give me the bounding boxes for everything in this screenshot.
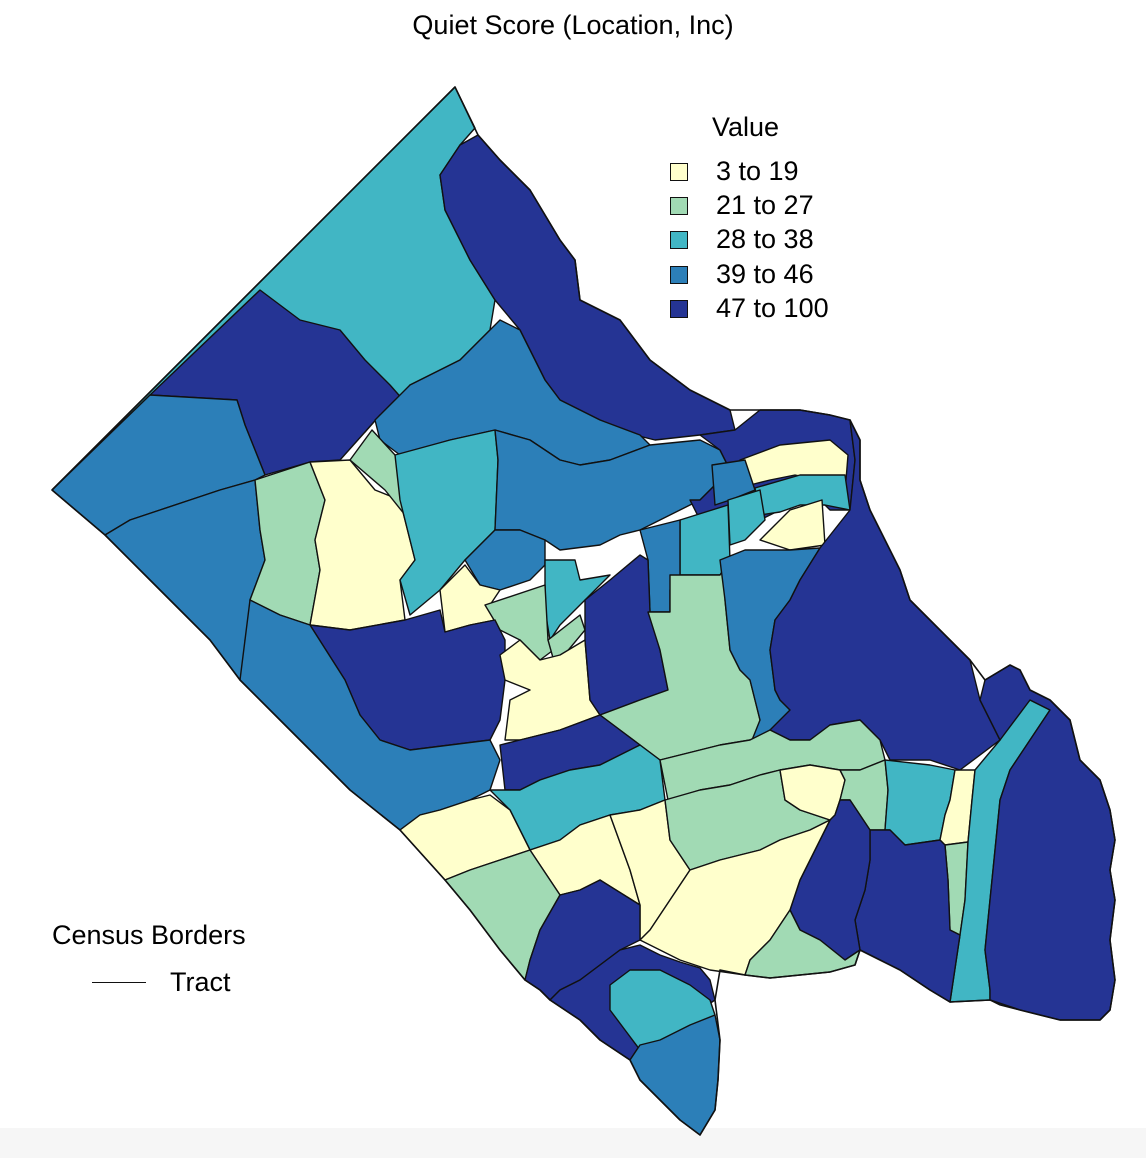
tract bbox=[854, 829, 961, 1003]
legend-swatch bbox=[670, 197, 688, 215]
tract bbox=[484, 584, 561, 661]
legend-swatch bbox=[670, 231, 688, 249]
legend-swatch bbox=[670, 300, 688, 318]
tract-label: Tract bbox=[170, 967, 231, 997]
legend-label: 28 to 38 bbox=[716, 224, 814, 254]
legend-swatch bbox=[670, 163, 688, 181]
tract bbox=[727, 489, 766, 546]
legend-label: 21 to 27 bbox=[716, 190, 814, 220]
legend-swatch bbox=[670, 266, 688, 284]
page-bottom-fringe bbox=[0, 1128, 1146, 1158]
county-outline bbox=[51, 86, 1116, 1136]
tract bbox=[759, 499, 826, 551]
tract bbox=[639, 819, 831, 976]
tract bbox=[754, 474, 851, 516]
legend-label: 39 to 46 bbox=[716, 259, 814, 289]
census-borders-title: Census Borders bbox=[52, 920, 246, 950]
map-title: Quiet Score (Location, Inc) bbox=[412, 10, 734, 40]
legend-label: 3 to 19 bbox=[716, 156, 799, 186]
legend-title: Value bbox=[712, 112, 780, 142]
tract-line-symbol bbox=[92, 982, 146, 983]
legend-label: 47 to 100 bbox=[716, 293, 829, 323]
tract bbox=[979, 664, 1116, 1021]
tract bbox=[309, 459, 416, 631]
